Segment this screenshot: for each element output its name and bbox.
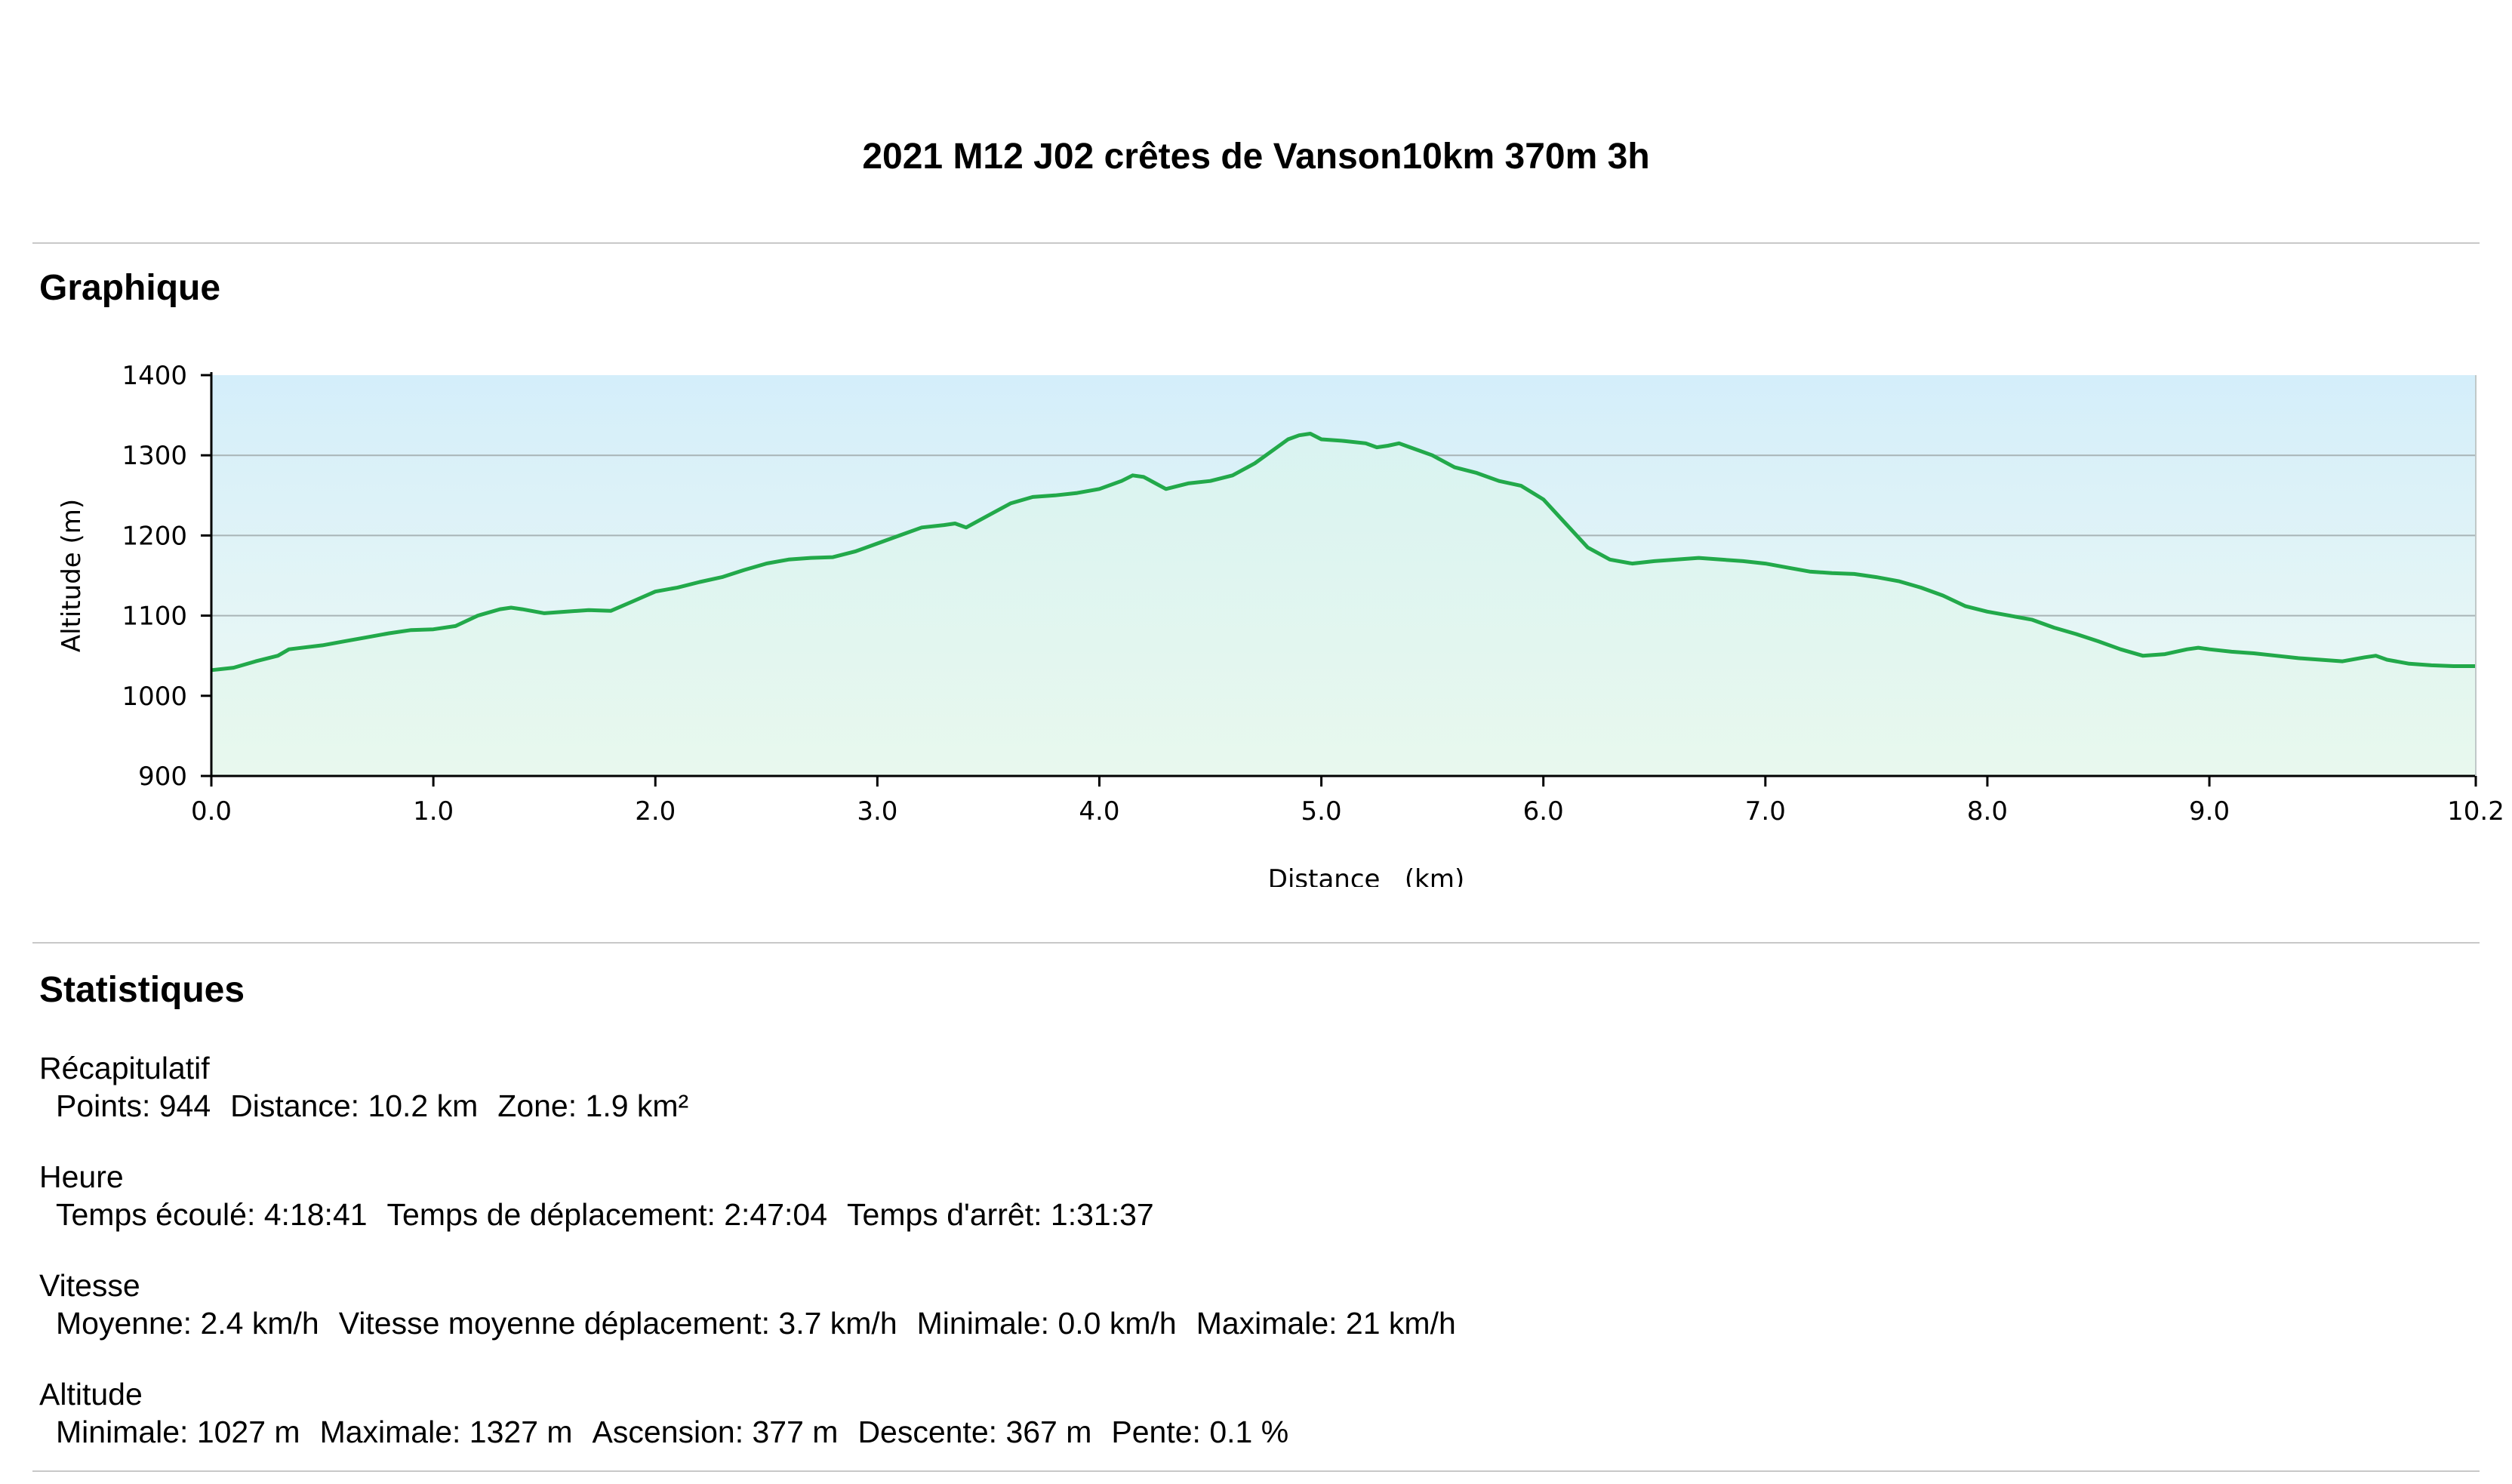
- stat-line: Moyenne: 2.4 km/h Vitesse moyenne déplace…: [39, 1304, 2455, 1342]
- stat-heading: Altitude: [39, 1377, 143, 1412]
- stat-group-time: Heure Temps écoulé: 4:18:41 Temps de dépl…: [39, 1158, 2455, 1233]
- y-tick-label: 1100: [122, 602, 187, 632]
- x-tick-label: 6.0: [1523, 796, 1564, 827]
- stat-item: Pente: 0.1 %: [1111, 1415, 1289, 1449]
- stat-item: Temps d'arrêt: 1:31:37: [847, 1197, 1154, 1232]
- x-tick-labels: 0.0 1.0 2.0 3.0 4.0 5.0 6.0 7.0 8.0 9.0 10.2: [191, 796, 2504, 827]
- y-tick-label: 900: [138, 762, 187, 792]
- stat-item: Zone: 1.9 km²: [497, 1088, 689, 1123]
- stat-item: Distance: 10.2 km: [230, 1088, 479, 1123]
- x-tick-label: 2.0: [635, 796, 676, 827]
- x-tick-label: 10.2: [2447, 796, 2504, 827]
- y-tick-label: 1000: [122, 682, 187, 712]
- stats-list: Récapitulatif Points: 944 Distance: 10.2 …: [39, 1049, 2455, 1484]
- page-title: 2021 M12 J02 crêtes de Vanson10km 370m 3…: [862, 137, 1650, 177]
- stats-section-heading: Statistiques: [39, 970, 245, 1010]
- chart-axes: [201, 372, 2477, 787]
- x-tick-label: 3.0: [857, 796, 897, 827]
- x-axis-label: Distance (km): [1268, 864, 1464, 887]
- stat-group-altitude: Altitude Minimale: 1027 m Maximale: 1327 …: [39, 1375, 2455, 1451]
- stat-item: Maximale: 21 km/h: [1196, 1306, 1456, 1341]
- stat-heading: Heure: [39, 1159, 124, 1194]
- x-tick-label: 5.0: [1301, 796, 1342, 827]
- y-tick-label: 1300: [122, 441, 187, 471]
- stat-line: Temps écoulé: 4:18:41 Temps de déplacemen…: [39, 1196, 2455, 1233]
- stat-line: Points: 944 Distance: 10.2 km Zone: 1.9 km…: [39, 1087, 2455, 1125]
- divider-middle: [32, 942, 2480, 944]
- stat-group-summary: Récapitulatif Points: 944 Distance: 10.2 …: [39, 1049, 2455, 1125]
- stat-item: Moyenne: 2.4 km/h: [56, 1306, 319, 1341]
- elevation-line: [211, 432, 2476, 673]
- stat-heading: Récapitulatif: [39, 1051, 210, 1085]
- x-tick-label: 8.0: [1967, 796, 2008, 827]
- x-tick-label: 9.0: [2189, 796, 2230, 827]
- elevation-chart-svg: 0.0 1.0 2.0 3.0 4.0 5.0 6.0 7.0 8.0 9.0 10.2 900 10…: [57, 361, 2504, 887]
- divider-top: [32, 242, 2480, 244]
- stat-line: Minimale: 1027 m Maximale: 1327 m Ascensio…: [39, 1413, 2455, 1451]
- stat-item: Descente: 367 m: [857, 1415, 1092, 1449]
- elevation-chart: 0.0 1.0 2.0 3.0 4.0 5.0 6.0 7.0 8.0 9.0 10.2 900 10…: [0, 343, 2512, 887]
- stat-group-speed: Vitesse Moyenne: 2.4 km/h Vitesse moyenne…: [39, 1267, 2455, 1342]
- x-tick-label: 0.0: [191, 796, 232, 827]
- x-tick-label: 4.0: [1079, 796, 1119, 827]
- y-tick-label: 1200: [122, 521, 187, 551]
- y-tick-label: 1400: [122, 361, 187, 391]
- stat-item: Temps de déplacement: 2:47:04: [386, 1197, 828, 1232]
- stat-item: Minimale: 1027 m: [56, 1415, 300, 1449]
- stat-item: Temps écoulé: 4:18:41: [56, 1197, 368, 1232]
- elevation-area: [211, 433, 2476, 776]
- x-tick-label: 7.0: [1745, 796, 1786, 827]
- x-tick-label: 1.0: [413, 796, 454, 827]
- stat-item: Vitesse moyenne déplacement: 3.7 km/h: [338, 1306, 897, 1341]
- divider-bottom: [32, 1470, 2480, 1472]
- stat-item: Ascension: 377 m: [592, 1415, 839, 1449]
- y-tick-labels: 900 1000 1100 1200 1300 1400: [122, 361, 187, 792]
- y-axis-label: Altitude (m): [57, 499, 87, 652]
- stat-item: Maximale: 1327 m: [319, 1415, 573, 1449]
- stat-item: Points: 944: [56, 1088, 211, 1123]
- stat-heading: Vitesse: [39, 1268, 140, 1303]
- graph-section-heading: Graphique: [39, 268, 221, 308]
- stat-item: Minimale: 0.0 km/h: [916, 1306, 1177, 1341]
